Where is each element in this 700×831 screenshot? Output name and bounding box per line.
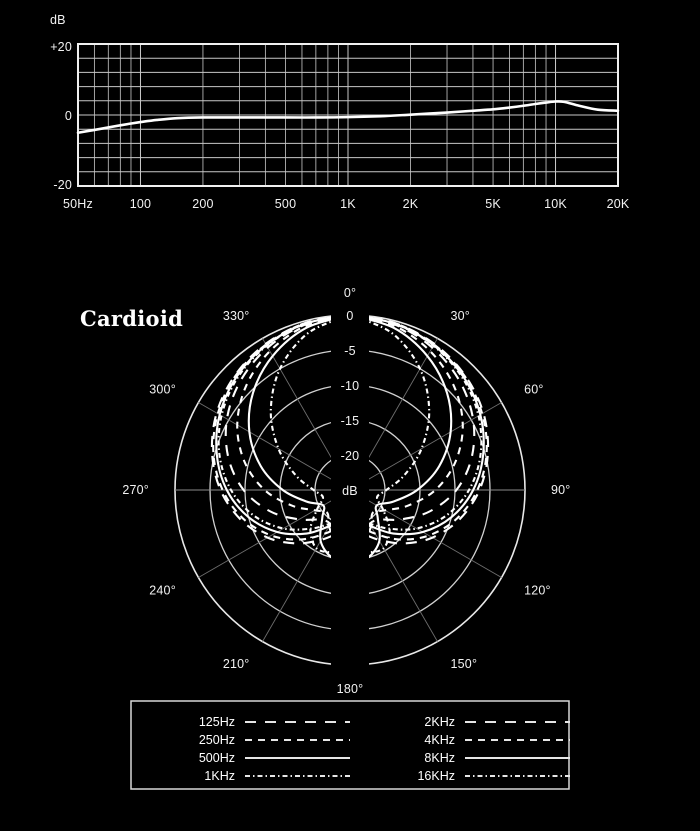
polar-angle-label-330: 330° (223, 309, 250, 323)
polar-curve-2khz-right (349, 313, 476, 546)
legend-label-250hz: 250Hz (199, 733, 235, 747)
polar-angle-label-300: 300° (149, 383, 176, 397)
polar-spoke-240 (198, 489, 351, 578)
polar-curve-16khz-left (269, 314, 351, 554)
freq-y-label-mid: 0 (65, 109, 72, 123)
polar-spoke-60 (349, 402, 502, 491)
frequency-axis-tick-labels: 50Hz 100 200 500 1K 2K 5K 10K 20K (63, 197, 630, 211)
freq-grid-frame (77, 43, 619, 187)
polar-angle-label-60: 60° (524, 383, 544, 397)
freq-x-tick-label: 2K (403, 197, 419, 211)
polar-angle-labels: 0° 30° 60° 90° 120° 150° 180° 210° 240° 270° 300° 3… (122, 286, 570, 696)
frequency-response-chart: dB +20 0 -20 50Hz 100 200 500 1K 2K 5K 10K 20K (0, 0, 700, 230)
polar-angle-label-90: 90° (551, 483, 571, 497)
legend-label-2khz: 2KHz (424, 715, 455, 729)
legend-entries: 125Hz 250Hz 500Hz 1KHz 2KHz 4KHz 8KHz 16KHz (199, 715, 570, 783)
polar-radial-label: -15 (341, 414, 360, 428)
polar-angle-label-120: 120° (524, 584, 551, 598)
polar-angle-label-240: 240° (149, 584, 176, 598)
polar-pattern-svg: Cardioid 0 -5 -10 -15 -20 0° 30° 60° 90° 120° 150… (80, 286, 570, 700)
freq-x-tick-label: 50Hz (63, 197, 93, 211)
polar-curve-16khz-right (349, 314, 431, 554)
legend-border (130, 700, 570, 790)
freq-x-tick-label: 10K (544, 197, 567, 211)
polar-spoke-300 (198, 402, 351, 491)
polar-angle-label-210: 210° (223, 657, 250, 671)
polar-curve-8khz-right (349, 313, 453, 564)
polar-spoke-120 (349, 489, 502, 578)
polar-curve-250hz-right (349, 313, 488, 541)
legend-label-16khz: 16KHz (417, 769, 455, 783)
polar-center-mask (331, 290, 369, 700)
legend-box: 125Hz 250Hz 500Hz 1KHz 2KHz 4KHz 8KHz 16KHz (130, 700, 570, 800)
freq-y-label-bottom: -20 (53, 178, 72, 192)
polar-curve-8khz-left (247, 313, 351, 564)
frequency-response-curve (76, 100, 620, 135)
polar-radial-label: -10 (341, 379, 360, 393)
freq-y-axis-title: dB (50, 13, 66, 27)
freq-x-tick-label: 5K (485, 197, 501, 211)
polar-title: Cardioid (80, 306, 183, 331)
legend-label-8khz: 8KHz (424, 751, 455, 765)
polar-curve-250hz-left (212, 313, 351, 541)
freq-x-tick-label: 1K (340, 197, 356, 211)
freq-y-label-top: +20 (50, 40, 72, 54)
polar-curves (210, 313, 490, 564)
polar-radial-label: 0 (346, 309, 353, 323)
legend-label-500hz: 500Hz (199, 751, 235, 765)
legend-svg: 125Hz 250Hz 500Hz 1KHz 2KHz 4KHz 8KHz 16KHz (130, 700, 570, 790)
polar-angle-label-30: 30° (451, 309, 471, 323)
polar-angle-label-0: 0° (344, 286, 356, 300)
polar-curve-125hz-left (210, 313, 351, 545)
polar-center-db-label: dB (342, 484, 358, 498)
polar-radial-label: -5 (344, 344, 356, 358)
freq-x-tick-label: 100 (130, 197, 151, 211)
frequency-response-grid (77, 43, 619, 187)
freq-x-tick-label: 20K (607, 197, 630, 211)
polar-angle-label-270: 270° (122, 483, 149, 497)
freq-x-tick-label: 200 (192, 197, 213, 211)
polar-radial-label: -20 (341, 449, 360, 463)
freq-x-tick-label: 500 (275, 197, 296, 211)
polar-curve-2khz-left (224, 313, 351, 546)
polar-pattern-chart: Cardioid 0 -5 -10 -15 -20 0° 30° 60° 90° 120° 150… (0, 286, 700, 700)
legend-label-125hz: 125Hz (199, 715, 235, 729)
polar-radial-labels: 0 -5 -10 -15 -20 (341, 309, 360, 463)
polar-curve-4khz-left (236, 313, 351, 548)
polar-angle-label-150: 150° (451, 657, 478, 671)
frequency-response-svg: dB +20 0 -20 50Hz 100 200 500 1K 2K 5K 10K 20K (50, 13, 630, 211)
polar-curve-4khz-right (349, 313, 464, 548)
legend-label-1khz: 1KHz (204, 769, 235, 783)
polar-angle-label-180: 180° (337, 682, 364, 696)
polar-curve-125hz-right (349, 313, 490, 545)
legend-label-4khz: 4KHz (424, 733, 455, 747)
